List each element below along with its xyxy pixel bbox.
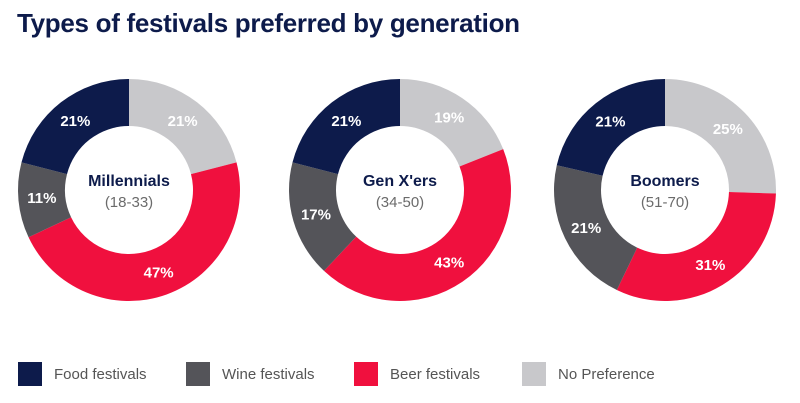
legend-item-beer: Beer festivals (354, 362, 522, 386)
donut-subtitle: (34-50) (376, 194, 424, 211)
legend-swatch-none (522, 362, 546, 386)
data-label-beer: 31% (695, 257, 725, 274)
slice-beer (324, 149, 512, 302)
legend-swatch-wine (186, 362, 210, 386)
data-label-food: 21% (60, 113, 90, 130)
data-label-beer: 47% (144, 264, 174, 281)
donut-subtitle: (51-70) (641, 194, 689, 211)
donut-1: 19% 43% 17% 21% Gen X'ers (34-50) (289, 79, 512, 302)
slice-none (400, 79, 504, 167)
slice-beer (616, 192, 776, 301)
donut-name: Boomers (630, 173, 699, 190)
data-label-wine: 21% (571, 220, 601, 237)
data-label-none: 25% (713, 121, 743, 138)
data-label-food: 21% (595, 114, 625, 131)
legend-item-none: No Preference (522, 362, 682, 386)
donut-subtitle: (18-33) (105, 194, 153, 211)
slice-none (129, 79, 237, 175)
legend-item-wine: Wine festivals (186, 362, 354, 386)
slice-none (665, 79, 777, 194)
donut-charts: 21% 47% 11% 21% Millennials (18-33) 19% 43% 17% 2… (17, 78, 777, 302)
slice-wine (289, 162, 357, 271)
slice-beer (28, 162, 241, 302)
legend-label-none: No Preference (558, 365, 655, 383)
data-label-wine: 17% (301, 206, 331, 223)
legend: Food festivals Wine festivals Beer festi… (18, 362, 682, 386)
legend-item-food: Food festivals (18, 362, 186, 386)
donut-name: Gen X'ers (363, 173, 437, 190)
legend-swatch-beer (354, 362, 378, 386)
legend-label-wine: Wine festivals (222, 365, 315, 383)
data-label-wine: 11% (27, 190, 56, 207)
data-label-none: 21% (168, 113, 198, 130)
legend-label-food: Food festivals (54, 365, 147, 383)
slice-food (292, 79, 400, 175)
slice-food (21, 79, 130, 175)
legend-label-beer: Beer festivals (390, 365, 481, 383)
slice-food (556, 78, 665, 176)
data-label-beer: 43% (434, 254, 464, 271)
data-label-food: 21% (331, 113, 361, 130)
data-label-none: 19% (434, 110, 464, 127)
donut-2: 25% 31% 21% 21% Boomers (51-70) (554, 78, 777, 301)
donut-0: 21% 47% 11% 21% Millennials (18-33) (17, 79, 241, 302)
legend-swatch-food (18, 362, 42, 386)
donut-name: Millennials (88, 173, 170, 190)
slice-wine (17, 162, 72, 238)
chart-title: Types of festivals preferred by generati… (17, 8, 520, 38)
slice-wine (554, 165, 638, 291)
